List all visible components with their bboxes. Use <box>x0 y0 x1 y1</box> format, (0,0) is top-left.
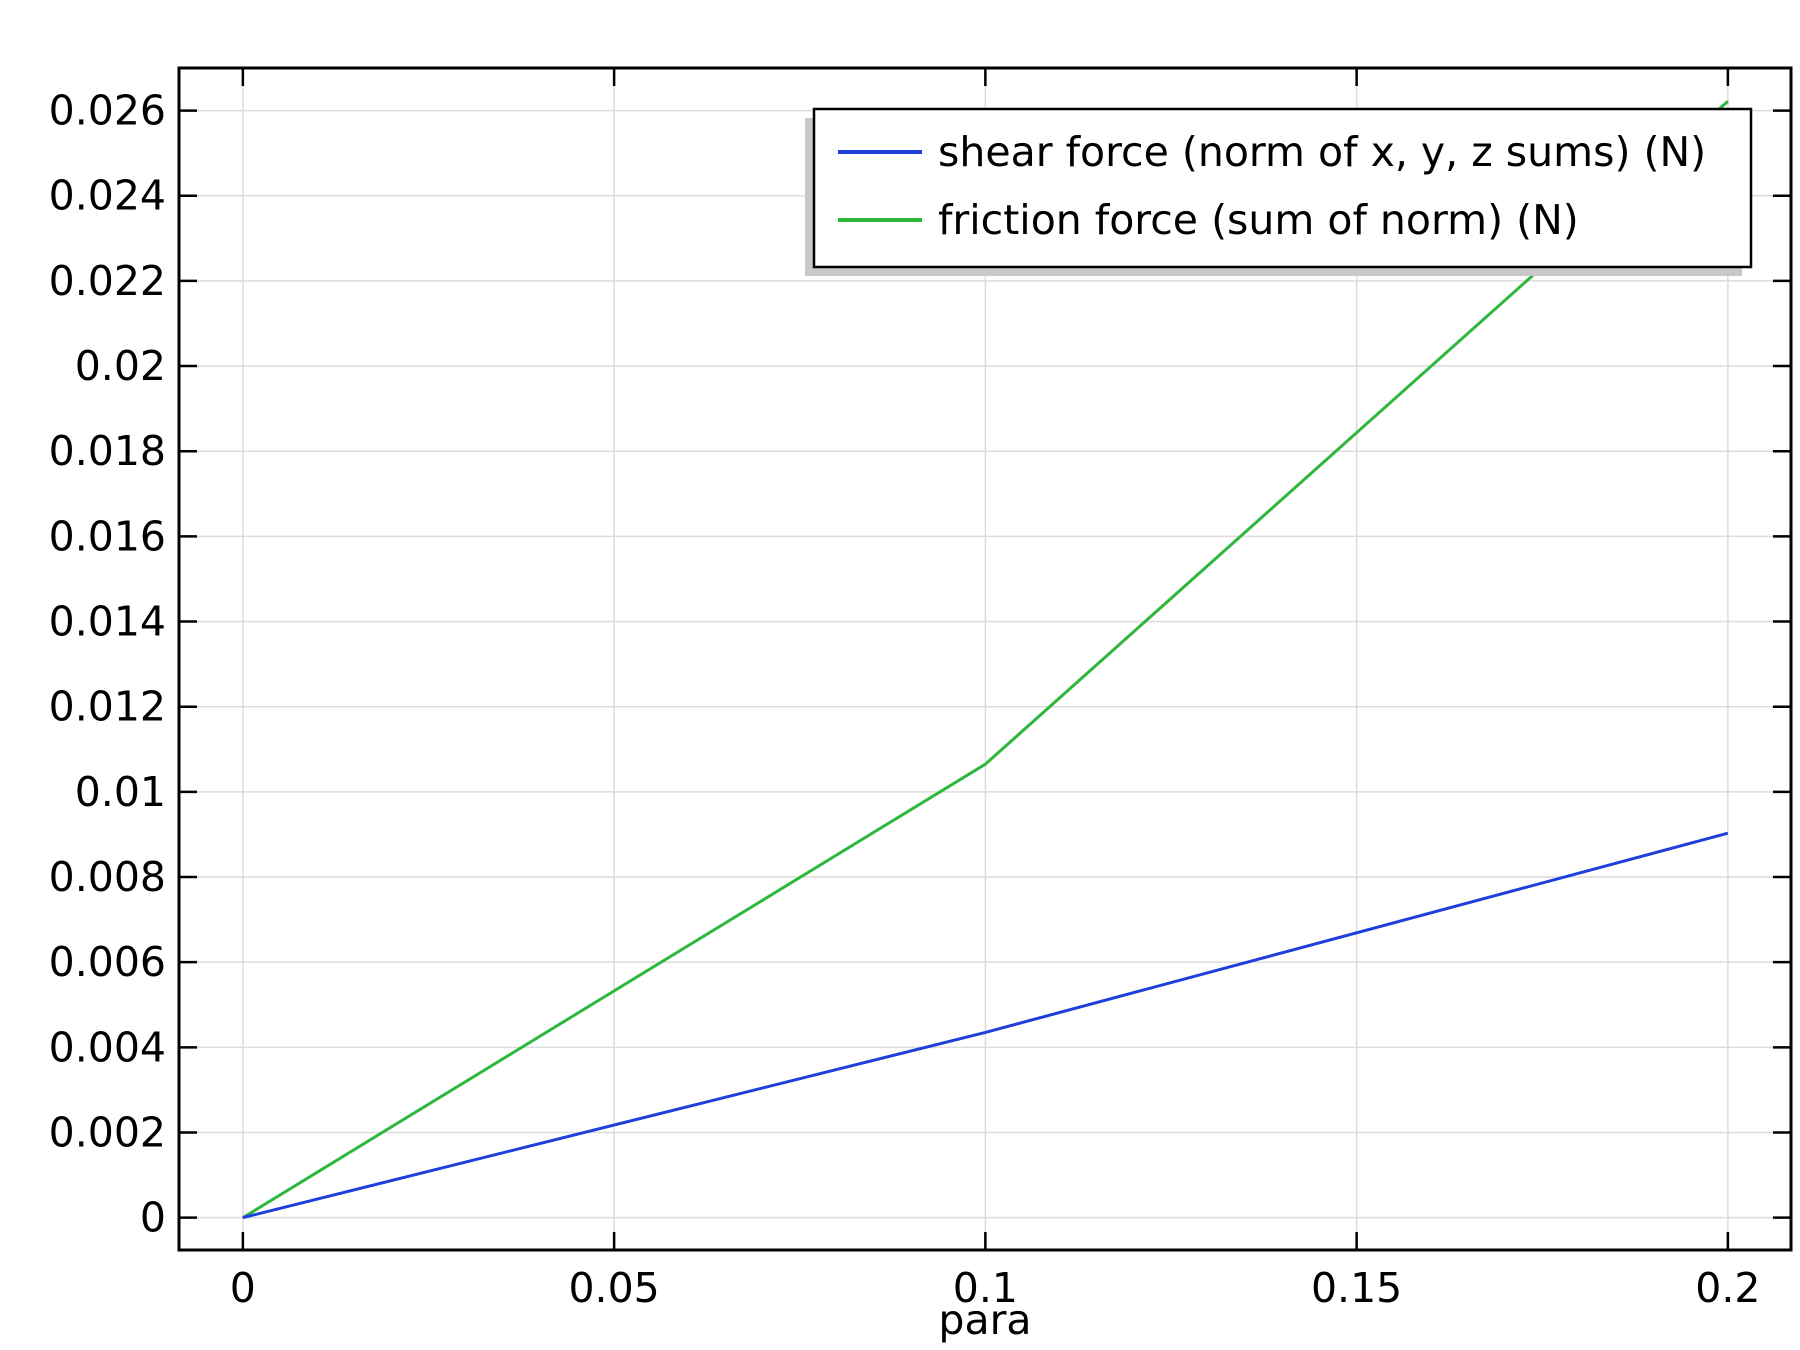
y-tick-label: 0.026 <box>49 87 166 135</box>
y-tick-label: 0.016 <box>49 512 166 560</box>
legend-label-shear-force: shear force (norm of x, y, z sums) (N) <box>938 128 1706 176</box>
axis-ticks <box>179 68 1791 1250</box>
x-tick-labels: 0 0.05 0.1 0.15 0.2 <box>230 1264 1761 1312</box>
y-tick-label: 0.008 <box>49 853 166 901</box>
y-tick-label: 0.01 <box>75 768 166 816</box>
x-tick-label: 0.1 <box>953 1264 1018 1312</box>
x-tick-label: 0.15 <box>1311 1264 1402 1312</box>
x-tick-label: 0 <box>230 1264 256 1312</box>
series-line-1 <box>242 100 1729 1219</box>
legend-label-friction-force: friction force (sum of norm) (N) <box>938 196 1579 244</box>
x-axis-title: para <box>938 1296 1031 1344</box>
y-tick-label: 0.024 <box>49 172 166 220</box>
series-line-0 <box>242 831 1729 1220</box>
y-tick-label: 0.012 <box>49 683 166 731</box>
y-tick-labels: 0 0.002 0.004 0.006 0.008 0.01 0.012 0.014 0.016… <box>49 87 166 1242</box>
y-tick-label: 0.006 <box>49 938 166 986</box>
legend: shear force (norm of x, y, z sums) (N) f… <box>805 107 1753 276</box>
y-tick-label: 0 <box>140 1194 166 1242</box>
series-lines <box>242 100 1729 1220</box>
y-tick-label: 0.02 <box>75 342 166 390</box>
y-tick-label: 0.018 <box>49 427 166 475</box>
x-tick-label: 0.2 <box>1695 1264 1760 1312</box>
y-tick-label: 0.004 <box>49 1023 166 1071</box>
x-tick-label: 0.05 <box>568 1264 659 1312</box>
legend-box <box>812 107 1753 269</box>
y-tick-label: 0.002 <box>49 1108 166 1156</box>
y-tick-label: 0.014 <box>49 598 166 646</box>
y-tick-label: 0.022 <box>49 257 166 305</box>
